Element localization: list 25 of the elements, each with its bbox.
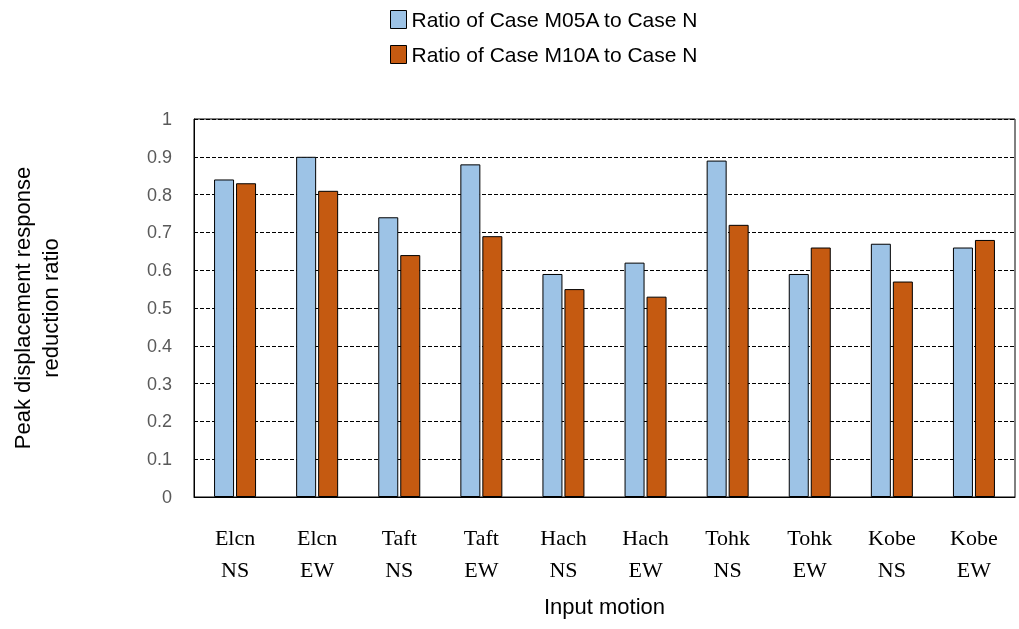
x-axis-title: Input motion (543, 593, 666, 619)
x-tick-label: Elcn NS (214, 524, 256, 582)
y-tick-label: 0.1 (146, 449, 172, 470)
y-tick-label: 0.3 (146, 373, 172, 394)
y-tick-label: 1 (161, 109, 172, 129)
y-tick-label: 0 (161, 487, 172, 507)
x-tick-label: Kobe EW (950, 524, 998, 582)
y-tick-label: 0.6 (146, 260, 172, 281)
y-tick-label: 0.8 (146, 184, 172, 205)
y-tick-label: 0.9 (146, 146, 172, 167)
x-tick-label: Tohk NS (705, 524, 751, 582)
legend-label: Ratio of Case M10A to Case N (411, 43, 698, 66)
y-tick-label: 0.7 (146, 222, 172, 243)
y-tick-label: 0.5 (146, 298, 172, 318)
y-tick-label: 0.2 (146, 411, 172, 432)
x-tick-label: Tohk EW (787, 524, 833, 582)
legend-label: Ratio of Case M05A to Case N (411, 8, 698, 31)
x-tick-label: Elcn EW (296, 524, 338, 582)
y-axis-title: Peak displacement response reduction ratio (9, 166, 63, 450)
x-tick-label: Hach NS (540, 524, 587, 582)
x-tick-label: Taft NS (381, 524, 417, 582)
y-tick-label: 0.4 (146, 335, 172, 356)
x-tick-label: Hach EW (622, 524, 669, 582)
x-tick-label: Taft EW (463, 524, 499, 582)
x-tick-label: Kobe NS (868, 524, 916, 582)
